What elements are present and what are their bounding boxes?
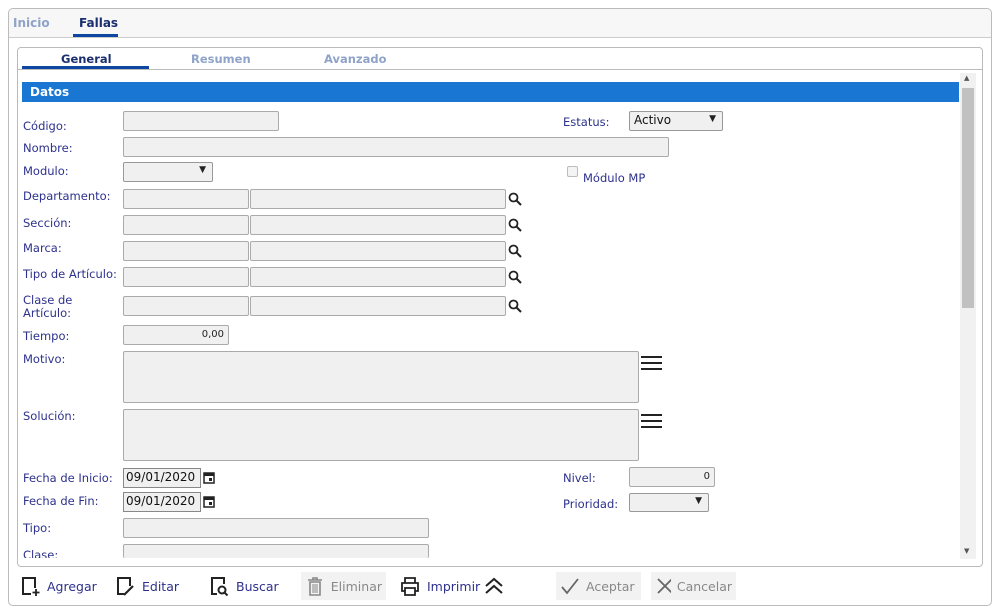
- tiempo-label: Tiempo:: [23, 329, 70, 343]
- close-icon: [657, 578, 671, 594]
- seccion-description-input[interactable]: [250, 215, 506, 235]
- modulo-label: Modulo:: [23, 164, 69, 178]
- menu-icon[interactable]: [641, 355, 662, 371]
- departamento-label: Departamento:: [23, 189, 111, 203]
- editar-button[interactable]: Editar: [110, 572, 183, 600]
- marca-label: Marca:: [23, 241, 62, 255]
- modulo-mp-label: Módulo MP: [583, 171, 646, 185]
- printer-icon: [401, 577, 419, 596]
- eliminar-button[interactable]: Eliminar: [301, 572, 386, 600]
- prioridad-select[interactable]: ▼: [629, 493, 709, 512]
- seccion-code-input[interactable]: [123, 215, 249, 235]
- collapse-chevrons-icon[interactable]: [484, 577, 504, 595]
- motivo-label: Motivo:: [23, 352, 66, 366]
- main-tab-bar: [9, 9, 991, 38]
- fecha-fin-label: Fecha de Fin:: [23, 494, 99, 508]
- search-icon[interactable]: [508, 218, 522, 232]
- search-icon[interactable]: [508, 270, 522, 284]
- estatus-label: Estatus:: [563, 115, 610, 129]
- seccion-label: Sección:: [23, 216, 72, 230]
- eliminar-label: Eliminar: [330, 578, 382, 594]
- add-document-icon: [22, 577, 40, 596]
- calendar-icon[interactable]: [203, 471, 215, 484]
- search-icon[interactable]: [508, 299, 522, 313]
- dropdown-arrow-icon: ▼: [709, 114, 716, 124]
- active-tab-indicator: [73, 34, 118, 37]
- tab-fallas[interactable]: Fallas: [79, 16, 119, 30]
- edit-icon: [117, 577, 134, 596]
- scrollbar-thumb[interactable]: [962, 88, 974, 308]
- tab-inicio[interactable]: Inicio: [13, 16, 50, 30]
- buscar-button[interactable]: Buscar: [204, 572, 283, 600]
- scroll-down-icon[interactable]: ▼: [964, 547, 970, 555]
- clase-articulo-code-input[interactable]: [123, 296, 249, 316]
- section-header: Datos: [22, 82, 959, 102]
- prioridad-label: Prioridad:: [563, 497, 619, 511]
- tipo-articulo-code-input[interactable]: [123, 267, 249, 287]
- tipo-input[interactable]: [123, 518, 429, 538]
- form-panel: [17, 47, 983, 567]
- check-icon: [561, 578, 579, 595]
- tipo-articulo-label: Tipo de Artículo:: [23, 267, 117, 281]
- nombre-label: Nombre:: [23, 141, 73, 155]
- agregar-label: Agregar: [47, 578, 97, 594]
- cancelar-label: Cancelar: [676, 578, 732, 594]
- agregar-button[interactable]: Agregar: [15, 572, 101, 600]
- editar-label: Editar: [142, 578, 180, 594]
- search-document-icon: [211, 577, 229, 597]
- clase-articulo-label-1: Clase de: [23, 293, 73, 307]
- search-icon[interactable]: [508, 192, 522, 206]
- fecha-inicio-input[interactable]: 09/01/2020: [123, 468, 201, 488]
- marca-code-input[interactable]: [123, 241, 249, 261]
- nivel-input[interactable]: 0: [629, 467, 715, 487]
- solucion-label: Solución:: [23, 409, 76, 423]
- motivo-textarea[interactable]: [123, 351, 639, 403]
- modulo-mp-checkbox[interactable]: [567, 166, 578, 177]
- search-icon[interactable]: [508, 244, 522, 258]
- codigo-input[interactable]: [123, 111, 279, 131]
- fecha-inicio-label: Fecha de Inicio:: [23, 471, 113, 485]
- subtab-avanzado[interactable]: Avanzado: [324, 52, 387, 66]
- nombre-input[interactable]: [123, 137, 669, 157]
- dropdown-arrow-icon: ▼: [695, 496, 702, 506]
- departamento-code-input[interactable]: [123, 189, 249, 209]
- cancelar-button[interactable]: Cancelar: [651, 572, 736, 600]
- dropdown-arrow-icon: ▼: [199, 165, 206, 175]
- tiempo-input[interactable]: 0,00: [123, 325, 229, 345]
- subtab-general[interactable]: General: [61, 52, 112, 66]
- tipo-articulo-description-input[interactable]: [250, 267, 506, 287]
- departamento-description-input[interactable]: [250, 189, 506, 209]
- clase-articulo-label-2: Artículo:: [23, 306, 72, 320]
- tipo-label: Tipo:: [23, 521, 52, 535]
- solucion-textarea[interactable]: [123, 409, 639, 461]
- estatus-value: Activo: [634, 113, 672, 127]
- aceptar-button[interactable]: Aceptar: [556, 572, 641, 600]
- menu-icon[interactable]: [641, 413, 662, 429]
- imprimir-label: Imprimir: [427, 578, 481, 594]
- clase-input[interactable]: [123, 544, 429, 558]
- trash-icon: [308, 577, 322, 596]
- imprimir-button[interactable]: Imprimir: [395, 572, 484, 600]
- estatus-select[interactable]: Activo ▼: [629, 111, 723, 131]
- buscar-label: Buscar: [236, 578, 279, 594]
- nivel-label: Nivel:: [563, 471, 596, 485]
- subtab-divider: [18, 69, 982, 70]
- clase-label: Clase:: [23, 548, 59, 558]
- codigo-label: Código:: [23, 119, 67, 133]
- clase-articulo-description-input[interactable]: [250, 296, 506, 316]
- calendar-icon[interactable]: [203, 495, 215, 508]
- fecha-fin-input[interactable]: 09/01/2020: [123, 492, 201, 512]
- subtab-resumen[interactable]: Resumen: [191, 52, 251, 66]
- active-subtab-indicator: [22, 66, 149, 69]
- scroll-up-icon[interactable]: ▲: [964, 74, 970, 82]
- modulo-select[interactable]: ▼: [123, 162, 213, 182]
- aceptar-label: Aceptar: [586, 578, 635, 594]
- marca-description-input[interactable]: [250, 241, 506, 261]
- window-frame: [8, 8, 992, 606]
